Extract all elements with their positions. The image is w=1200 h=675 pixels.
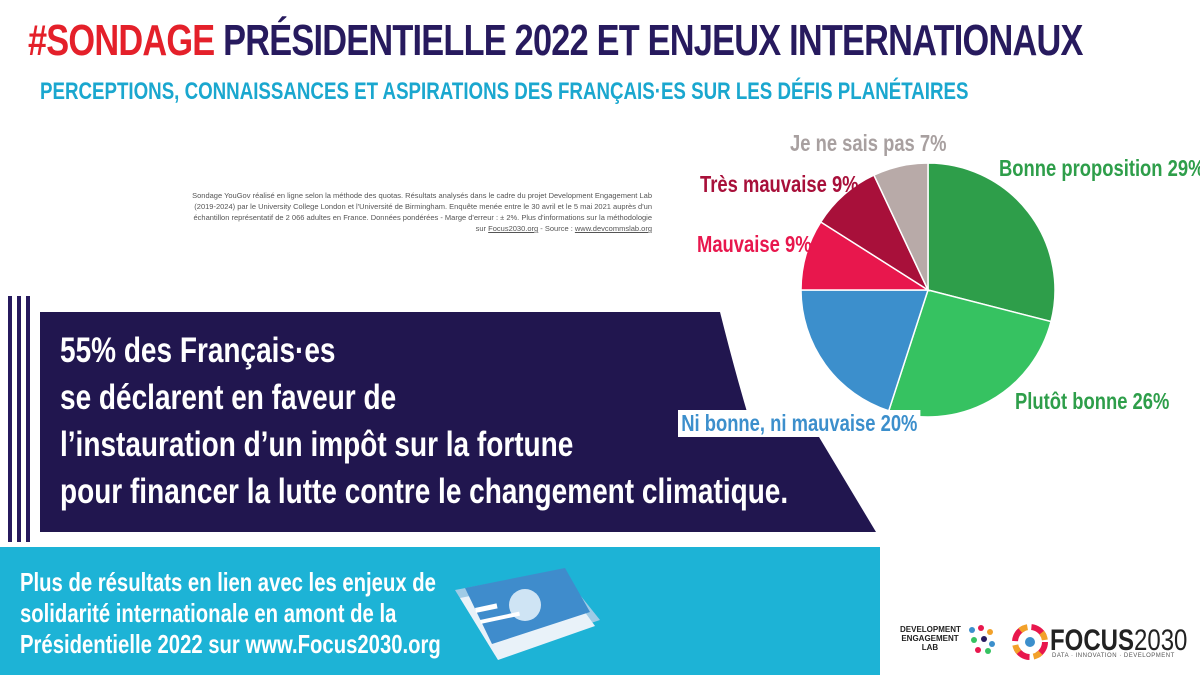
highlight-text: 55% des Français·es se déclarent en fave… (60, 327, 840, 515)
note-text: Sondage YouGov réalisé en ligne selon la… (192, 191, 652, 233)
highlight-line: se déclarent en faveur de (60, 378, 397, 417)
note-mid: - Source : (538, 224, 575, 233)
pie-label: Ni bonne, ni mauvaise 20% (678, 410, 921, 437)
focus-num: 2030 (1134, 624, 1188, 657)
pie-label: Je ne sais pas 7% (790, 130, 947, 156)
focus2030-logo-icon (1012, 624, 1048, 660)
del-logo-icon (969, 625, 995, 654)
stripe-3 (26, 296, 30, 542)
pie-label: Très mauvaise 9% (700, 171, 859, 197)
pie-slice (927, 162, 1056, 323)
pie-label: Bonne proposition 29% (999, 155, 1200, 181)
stripe-1 (8, 296, 12, 542)
highlight-shape (40, 312, 876, 532)
highlight-box (40, 312, 876, 532)
development-engagement-lab-logo: DEVELOPMENT ENGAGEMENT LAB (900, 625, 961, 652)
pie-slice (800, 289, 930, 412)
pie-label: Plutôt bonne 26% (1015, 388, 1170, 414)
note-link-devcomms[interactable]: www.devcommslab.org (574, 224, 652, 233)
title-tag: #SONDAGE (28, 16, 215, 65)
highlight-line: pour financer la lutte contre le changem… (60, 472, 789, 511)
pie-slice (872, 162, 929, 291)
bottom-line: solidarité internationale en amont de la (20, 598, 397, 628)
note-link-focus[interactable]: Focus2030.org (488, 224, 539, 233)
title-main: PRÉSIDENTIELLE 2022 ET ENJEUX INTERNATIO… (223, 16, 1083, 65)
page-title: #SONDAGE PRÉSIDENTIELLE 2022 ET ENJEUX I… (28, 16, 1083, 66)
focus2030-logo: FOCUS2030 (1050, 624, 1187, 658)
focus-word: FOCUS (1050, 624, 1134, 657)
pie-label: Mauvaise 9% (697, 231, 812, 257)
focus2030-tagline: DATA · INNOVATION · DEVELOPMENT (1052, 653, 1175, 659)
bottom-text[interactable]: Plus de résultats en lien avec les enjeu… (20, 567, 560, 660)
bottom-line: Plus de résultats en lien avec les enjeu… (20, 567, 436, 597)
decorative-stripes (8, 296, 30, 542)
bottom-banner (0, 547, 880, 675)
page-subtitle: PERCEPTIONS, CONNAISSANCES ET ASPIRATION… (40, 78, 969, 105)
highlight-line: 55% des Français·es (60, 331, 336, 370)
pie-chart (800, 162, 1056, 418)
methodology-note: Sondage YouGov réalisé en ligne selon la… (190, 190, 652, 234)
highlight-line: l’instauration d’un impôt sur la fortune (60, 425, 574, 464)
report-cover-image (455, 568, 600, 660)
bottom-line: Présidentielle 2022 sur www.Focus2030.or… (20, 629, 441, 659)
stripe-2 (17, 296, 21, 542)
